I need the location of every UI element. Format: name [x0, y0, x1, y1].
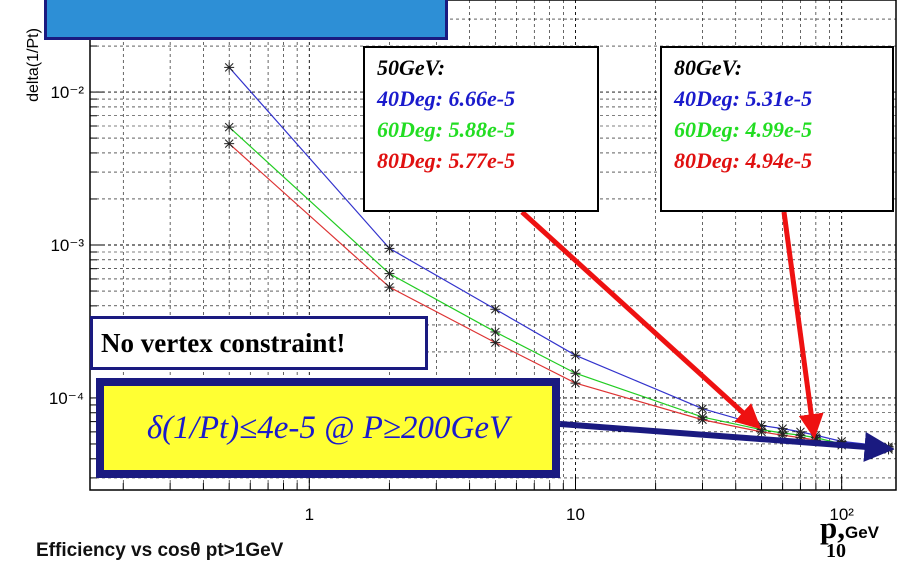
x-tick-label: 1: [305, 505, 314, 524]
box50-title: 50GeV:: [377, 55, 446, 80]
data-point: [490, 337, 501, 348]
x-tick-label: 10²: [829, 505, 854, 524]
y-tick-label: 10⁻²: [50, 83, 84, 102]
x-axis-label: p,GeV: [820, 510, 879, 546]
data-point: [570, 368, 581, 379]
resolution-text: δ(1/Pt)≤4e-5 @ P≥200GeV: [104, 386, 552, 470]
data-point: [490, 326, 501, 337]
annotation-box-50gev: 50GeV: 40Deg: 6.66e-5 60Deg: 5.88e-5 80D…: [363, 46, 599, 212]
arrows: [520, 210, 895, 462]
header-banner: [44, 0, 448, 40]
data-point: [697, 414, 708, 425]
arrow-resolution: [559, 421, 895, 462]
data-point: [384, 282, 395, 293]
next-slide-caption: Efficiency vs cosθ pt>1GeV: [36, 540, 284, 561]
data-point: [570, 378, 581, 389]
axis-ticks: 1 10 10² 10⁻² 10⁻³ 10⁻⁴: [49, 0, 854, 524]
data-point: [384, 268, 395, 279]
box50-80deg: 80Deg: 5.77e-5: [377, 148, 516, 173]
box50-40deg: 40Deg: 6.66e-5: [377, 86, 516, 111]
data-point: [570, 350, 581, 361]
annotation-box-80gev: 80GeV: 40Deg: 5.31e-5 60Deg: 4.99e-5 80D…: [660, 46, 894, 212]
page-number: 10: [826, 540, 846, 562]
y-tick-label: 10⁻⁴: [49, 389, 84, 408]
data-point: [224, 122, 235, 133]
box80-40deg: 40Deg: 5.31e-5: [674, 86, 813, 111]
arrow-50gev: [520, 210, 762, 430]
resolution-callout: δ(1/Pt)≤4e-5 @ P≥200GeV: [96, 378, 560, 478]
y-axis-label: delta(1/Pt): [25, 28, 42, 102]
box50-60deg: 60Deg: 5.88e-5: [377, 117, 516, 142]
data-point: [384, 243, 395, 254]
data-point: [490, 304, 501, 315]
y-tick-label: 10⁻³: [50, 236, 84, 255]
arrow-80gev: [781, 211, 824, 440]
x-tick-label: 10: [566, 505, 585, 524]
no-vertex-label: No vertex constraint!: [90, 316, 428, 370]
data-point: [224, 138, 235, 149]
box80-title: 80GeV:: [674, 55, 743, 80]
data-point: [224, 62, 235, 73]
x-axis-label-text: p,: [820, 510, 845, 545]
box80-60deg: 60Deg: 4.99e-5: [674, 117, 813, 142]
x-axis-unit: GeV: [845, 523, 880, 542]
data-point: [756, 426, 767, 437]
box80-80deg: 80Deg: 4.94e-5: [674, 148, 813, 173]
